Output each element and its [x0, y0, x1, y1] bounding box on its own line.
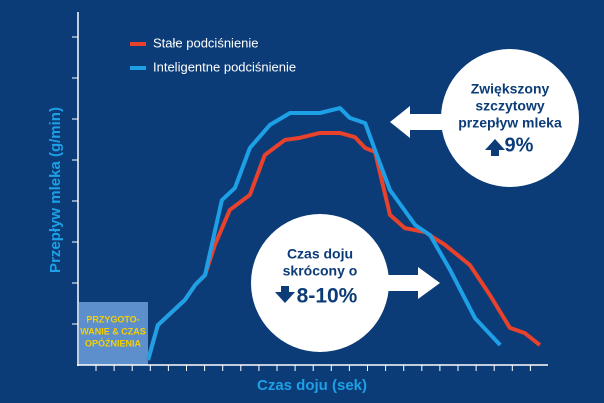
y-axis-label: Przepływ mleka (g/min) [47, 107, 64, 273]
annotation-text: Czas doju [287, 246, 353, 262]
up-icon [485, 139, 505, 156]
annotation-text: szczytowy [475, 98, 544, 114]
legend-label: Stałe podciśnienie [153, 35, 259, 50]
annotation-text: przepływ mleka [458, 115, 562, 131]
time-bubble [251, 214, 389, 352]
prep-box [79, 302, 148, 365]
annotation-value: 8-10% [297, 285, 358, 308]
annotation-text: Zwiększony [471, 81, 550, 97]
legend-label: Inteligentne podciśnienie [153, 59, 296, 74]
prep-text: OPÓŹNIENIA [85, 337, 142, 348]
prep-text: PRZYGOTO- [86, 314, 139, 324]
axis-ticks [72, 36, 531, 371]
peak-bubble [441, 49, 579, 187]
time-arrow [378, 267, 440, 299]
annotation-text: skrócony o [283, 263, 358, 279]
x-axis-label: Czas doju (sek) [257, 377, 367, 394]
prep-text: WANIE & CZAS [80, 326, 146, 336]
annotation-value: 9% [505, 134, 534, 156]
down-icon [275, 286, 295, 303]
peak-arrow [390, 106, 442, 138]
series-line [146, 106, 502, 361]
